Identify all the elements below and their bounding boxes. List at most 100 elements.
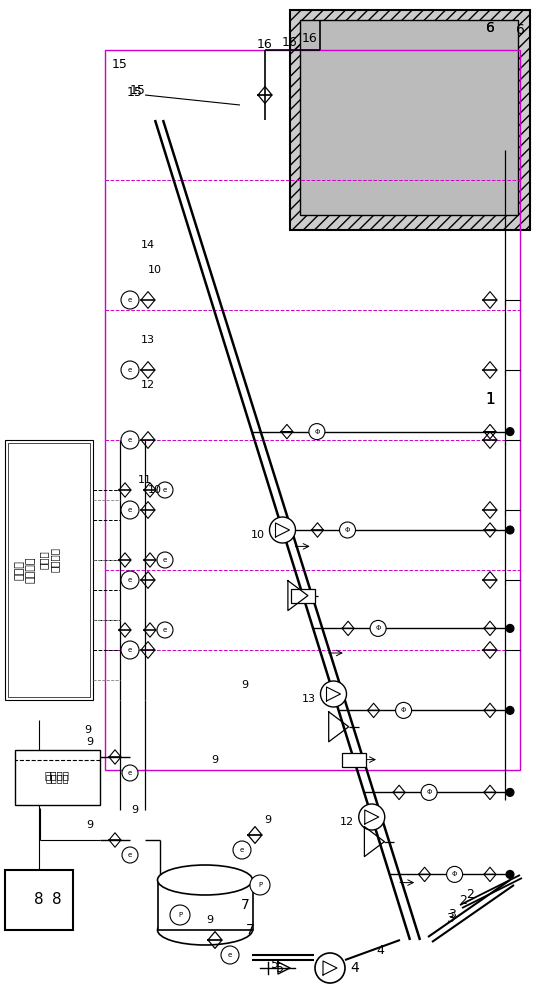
- Bar: [300, 20, 518, 215]
- Bar: [158, 880, 253, 930]
- Text: Φ: Φ: [345, 527, 350, 533]
- Text: 13: 13: [301, 694, 315, 704]
- Circle shape: [221, 946, 239, 964]
- Text: 8: 8: [52, 892, 62, 908]
- Text: e: e: [128, 577, 132, 583]
- Text: 6: 6: [515, 23, 525, 37]
- Circle shape: [121, 571, 139, 589]
- Bar: [291, 589, 315, 603]
- Text: 5: 5: [271, 958, 279, 972]
- Circle shape: [506, 870, 514, 878]
- Text: Φ: Φ: [314, 429, 320, 435]
- Circle shape: [506, 706, 514, 714]
- Text: 15: 15: [130, 84, 146, 97]
- Text: Φ: Φ: [452, 871, 457, 877]
- Circle shape: [506, 624, 514, 632]
- Circle shape: [121, 641, 139, 659]
- Bar: [105, 50, 520, 770]
- Text: 变频电路: 变频电路: [45, 773, 69, 783]
- Circle shape: [121, 361, 139, 379]
- Circle shape: [315, 953, 345, 983]
- Text: 9: 9: [242, 680, 249, 690]
- Text: 12: 12: [141, 380, 155, 390]
- Text: e: e: [128, 437, 132, 443]
- Text: 13: 13: [141, 335, 155, 345]
- Circle shape: [170, 905, 190, 925]
- Circle shape: [157, 552, 173, 568]
- Circle shape: [250, 875, 270, 895]
- Text: 9: 9: [86, 820, 93, 830]
- Text: e: e: [128, 507, 132, 513]
- Text: 计算机
控制系统: 计算机 控制系统: [38, 548, 60, 572]
- Circle shape: [359, 804, 385, 830]
- Circle shape: [370, 620, 386, 636]
- Circle shape: [121, 431, 139, 449]
- Circle shape: [121, 291, 139, 309]
- Bar: [8, 443, 90, 697]
- Circle shape: [421, 784, 437, 800]
- Circle shape: [396, 702, 412, 718]
- Text: 16: 16: [257, 38, 273, 51]
- Text: 1: 1: [485, 392, 495, 408]
- Ellipse shape: [157, 865, 252, 895]
- Circle shape: [121, 501, 139, 519]
- Text: 2: 2: [466, 888, 474, 902]
- Circle shape: [446, 866, 463, 882]
- Circle shape: [157, 622, 173, 638]
- Circle shape: [506, 526, 514, 534]
- Text: 4: 4: [376, 944, 384, 956]
- Text: 计算机
控制系统: 计算机 控制系统: [14, 557, 36, 583]
- Text: Φ: Φ: [375, 625, 381, 631]
- Text: e: e: [240, 847, 244, 853]
- Circle shape: [233, 841, 251, 859]
- Text: e: e: [128, 647, 132, 653]
- Circle shape: [157, 482, 173, 498]
- Text: 14: 14: [141, 240, 155, 250]
- Text: 15: 15: [127, 86, 143, 99]
- Bar: [5, 870, 73, 930]
- Text: 15: 15: [112, 58, 128, 72]
- Text: 16: 16: [302, 31, 318, 44]
- Text: 10: 10: [250, 530, 264, 540]
- Circle shape: [506, 428, 514, 436]
- Circle shape: [320, 681, 346, 707]
- Text: 12: 12: [340, 817, 354, 827]
- Circle shape: [122, 765, 138, 781]
- Text: e: e: [128, 297, 132, 303]
- Circle shape: [506, 788, 514, 796]
- Text: 7: 7: [241, 898, 249, 912]
- Text: 3: 3: [448, 908, 456, 922]
- Text: P: P: [178, 912, 182, 918]
- Text: 10: 10: [148, 485, 162, 495]
- Text: e: e: [163, 487, 167, 493]
- Text: Φ: Φ: [426, 789, 432, 795]
- Bar: [15, 750, 100, 805]
- Text: 变频电路: 变频电路: [45, 770, 70, 780]
- Text: 7: 7: [245, 923, 254, 937]
- Text: 9: 9: [131, 805, 138, 815]
- Text: 9: 9: [264, 815, 272, 825]
- Circle shape: [269, 517, 295, 543]
- Circle shape: [122, 847, 138, 863]
- Text: 2: 2: [459, 894, 467, 906]
- Text: 9: 9: [85, 725, 92, 735]
- Text: 1: 1: [485, 392, 495, 408]
- Text: e: e: [163, 557, 167, 563]
- Circle shape: [339, 522, 356, 538]
- Text: Φ: Φ: [401, 707, 406, 713]
- Circle shape: [309, 424, 325, 440]
- Text: 8: 8: [34, 892, 44, 908]
- Text: 6: 6: [485, 21, 495, 35]
- Bar: [5, 440, 93, 700]
- Bar: [290, 10, 530, 230]
- Text: e: e: [128, 367, 132, 373]
- Text: 6: 6: [485, 21, 495, 35]
- Ellipse shape: [157, 915, 252, 945]
- Text: 11: 11: [138, 475, 152, 485]
- Text: 9: 9: [211, 755, 219, 765]
- Text: P: P: [258, 882, 262, 888]
- Text: 16: 16: [282, 35, 298, 48]
- Text: 5: 5: [276, 962, 284, 974]
- Text: 9: 9: [206, 915, 213, 925]
- Text: 9: 9: [86, 737, 93, 747]
